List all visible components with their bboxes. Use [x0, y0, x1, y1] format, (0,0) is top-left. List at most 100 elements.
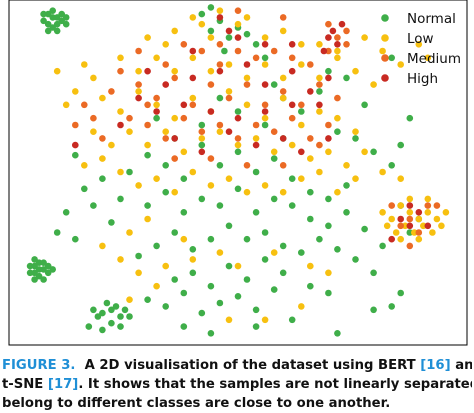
point-normal-32 [117, 313, 124, 320]
caption-text-1: A 2D visualisation of the dataset using … [75, 358, 421, 373]
point-medium-33 [307, 61, 314, 68]
point-normal-109 [225, 34, 233, 41]
point-normal-75 [198, 195, 206, 203]
point-normal-37 [90, 306, 97, 314]
point-medium-60 [72, 121, 79, 129]
point-normal-42 [117, 323, 124, 330]
point-normal-45 [180, 289, 188, 297]
point-low-89 [171, 27, 178, 35]
point-normal-64 [243, 235, 251, 243]
point-normal-71 [370, 269, 377, 277]
point-normal-52 [189, 269, 197, 277]
point-high-37 [424, 222, 432, 230]
point-high-1 [162, 81, 169, 88]
point-medium-41 [243, 162, 251, 169]
point-low-68 [415, 215, 423, 223]
point-low-120 [261, 316, 269, 324]
point-high-39 [72, 141, 79, 149]
point-low-15 [90, 128, 97, 135]
point-low-117 [126, 296, 133, 304]
point-low-99 [189, 256, 197, 263]
point-normal-46 [198, 309, 206, 317]
point-normal-113 [207, 4, 215, 11]
point-low-48 [81, 162, 88, 169]
point-high-42 [189, 47, 197, 55]
point-medium-16 [216, 121, 224, 129]
point-low-18 [144, 141, 151, 149]
point-normal-62 [207, 235, 215, 243]
point-medium-3 [189, 101, 197, 109]
point-low-107 [62, 101, 70, 109]
point-normal-33 [103, 299, 111, 307]
point-low-12 [316, 108, 323, 115]
point-normal-14 [44, 27, 52, 35]
point-normal-137 [288, 316, 296, 324]
point-normal-112 [198, 10, 206, 18]
point-low-26 [288, 141, 296, 149]
point-normal-103 [99, 175, 106, 182]
point-medium-54 [279, 14, 287, 21]
point-normal-115 [252, 41, 260, 48]
point-normal-57 [279, 269, 287, 277]
legend-label-high: High [407, 71, 438, 87]
point-low-72 [383, 222, 391, 230]
reference-link-17[interactable]: [17] [47, 377, 79, 392]
point-medium-51 [325, 20, 332, 28]
point-normal-13 [53, 27, 61, 35]
point-normal-56 [261, 256, 269, 263]
point-normal-47 [216, 299, 224, 307]
point-high-14 [288, 101, 296, 109]
point-normal-147 [234, 108, 242, 115]
point-high-18 [225, 128, 233, 135]
point-normal-55 [243, 276, 251, 283]
point-normal-54 [225, 262, 233, 270]
point-normal-149 [198, 121, 206, 129]
point-normal-24 [35, 266, 43, 273]
point-normal-106 [72, 151, 79, 159]
point-high-26 [320, 47, 328, 55]
point-medium-23 [117, 67, 124, 75]
point-medium-1 [153, 94, 160, 102]
point-low-115 [415, 41, 423, 48]
point-high-13 [261, 108, 269, 115]
point-normal-125 [397, 141, 405, 149]
caption-text-2-start: t-SNE [2, 377, 48, 392]
point-low-100 [216, 249, 224, 256]
point-high-16 [171, 135, 178, 142]
point-normal-51 [171, 276, 178, 283]
point-medium-58 [90, 114, 97, 122]
point-medium-21 [307, 135, 314, 142]
point-low-16 [108, 141, 115, 149]
point-low-104 [325, 269, 332, 277]
point-medium-26 [180, 41, 188, 48]
point-low-7 [225, 88, 233, 95]
legend-label-low: Low [407, 31, 434, 47]
point-normal-121 [334, 128, 341, 135]
point-normal-81 [307, 215, 314, 223]
point-low-49 [99, 155, 106, 162]
point-medium-46 [424, 202, 432, 209]
point-medium-10 [316, 81, 323, 88]
point-high-10 [180, 101, 188, 109]
point-normal-139 [334, 330, 341, 337]
point-normal-9 [62, 14, 70, 21]
point-normal-114 [221, 47, 228, 55]
reference-link-16[interactable]: [16] [420, 358, 451, 373]
point-high-35 [415, 209, 423, 216]
point-low-51 [135, 182, 142, 189]
point-low-84 [198, 20, 206, 28]
point-medium-2 [171, 74, 178, 82]
point-normal-38 [108, 319, 115, 327]
point-normal-67 [298, 249, 305, 256]
point-low-85 [216, 7, 224, 14]
point-low-83 [189, 14, 197, 21]
point-low-79 [397, 235, 405, 243]
point-normal-23 [26, 262, 34, 270]
point-normal-43 [144, 296, 151, 304]
point-low-113 [379, 47, 386, 55]
point-low-65 [388, 215, 396, 223]
point-low-101 [234, 262, 242, 270]
legend-marker-normal [381, 14, 389, 22]
point-normal-135 [307, 282, 314, 290]
point-low-63 [352, 175, 359, 182]
